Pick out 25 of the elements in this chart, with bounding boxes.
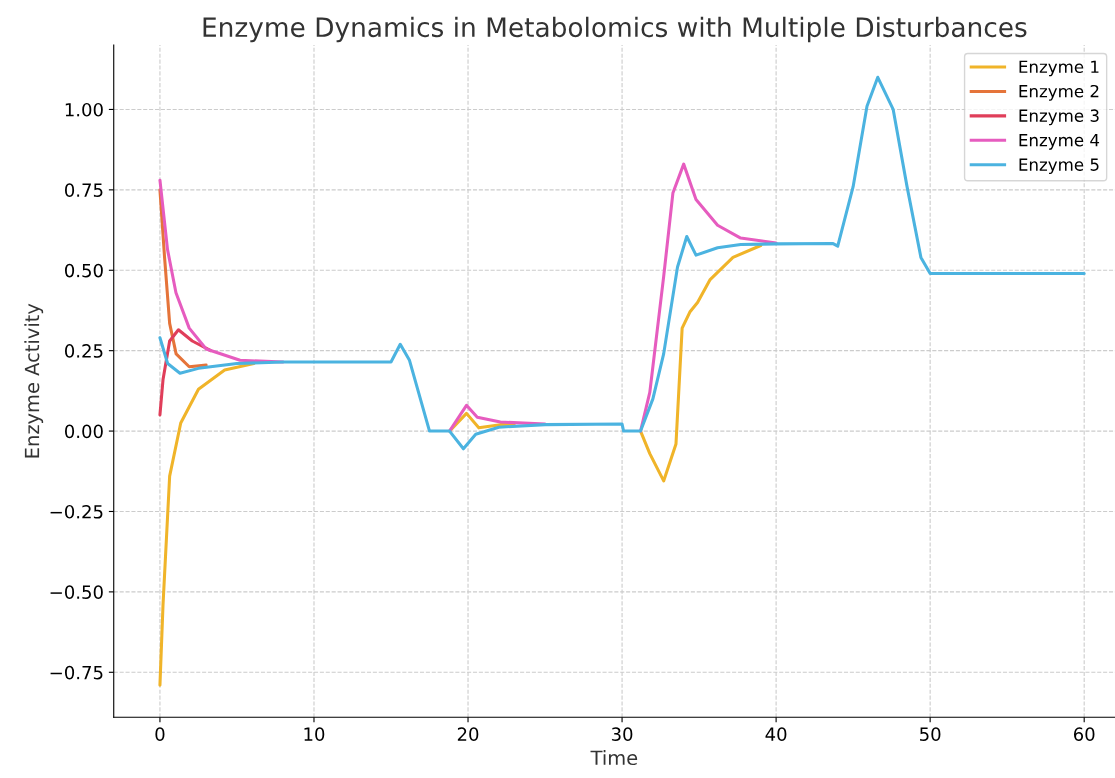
- y-tick-label: 0.00: [65, 424, 103, 439]
- legend-label: Enzyme 3: [1019, 109, 1099, 126]
- x-tick-label: 40: [765, 727, 787, 742]
- y-tick-label: −0.75: [50, 665, 103, 680]
- y-tick-label: −0.50: [50, 585, 103, 599]
- line-series: [158, 188, 208, 369]
- x-tick-label: 30: [611, 727, 633, 742]
- y-tick-label: 0.75: [65, 183, 103, 197]
- x-tick-label: 10: [304, 727, 325, 742]
- legend-label: Enzyme 5: [1019, 158, 1099, 175]
- y-tick-label: 0.50: [65, 263, 103, 278]
- x-tick-label: 60: [1073, 727, 1095, 742]
- y-tick-label: 1.00: [65, 102, 103, 117]
- legend-label: Enzyme 1: [1019, 60, 1099, 77]
- x-tick-label: 20: [457, 727, 479, 742]
- y-axis-title: Enzyme Activity: [24, 303, 44, 458]
- x-tick-label: 50: [920, 727, 941, 742]
- y-tick-label: −0.25: [50, 504, 103, 519]
- x-tick-label: 0: [155, 727, 165, 742]
- line-series: [158, 75, 1086, 451]
- y-tick-label: 0.25: [65, 344, 103, 358]
- legend-label: Enzyme 4: [1019, 134, 1100, 150]
- x-axis-title: Time: [590, 750, 638, 766]
- chart-title: Enzyme Dynamics in Metabolomics with Multiple Disturbances: [203, 16, 1027, 43]
- legend-label: Enzyme 2: [1019, 84, 1099, 101]
